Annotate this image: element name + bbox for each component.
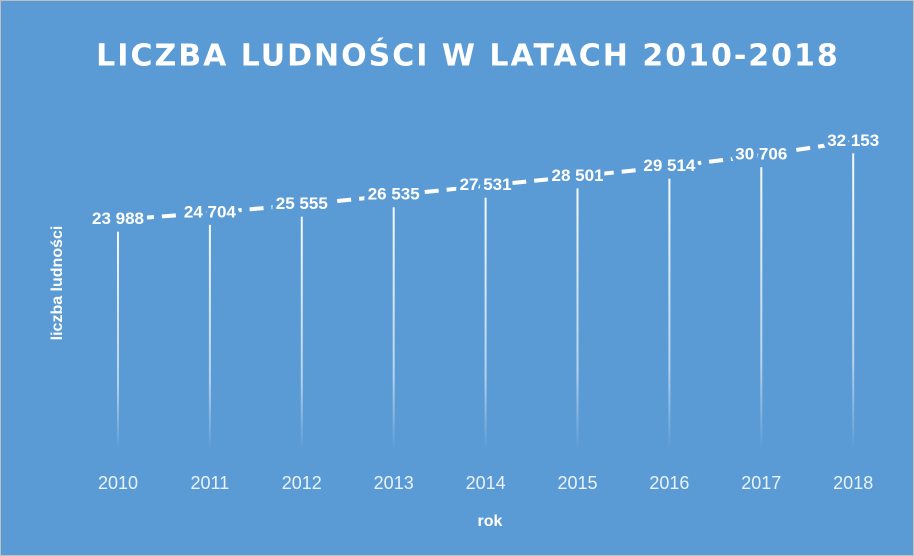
x-tick-label: 2013 <box>374 473 414 493</box>
drop-line <box>576 188 579 451</box>
x-tick-label: 2016 <box>649 473 689 493</box>
data-label: 28 501 <box>552 166 604 185</box>
data-label: 30 706 <box>735 145 787 164</box>
drop-line <box>760 167 763 450</box>
x-tick-label: 2010 <box>98 473 138 493</box>
data-label: 32 153 <box>827 131 879 150</box>
drop-line <box>392 207 395 450</box>
drop-line <box>117 231 119 450</box>
x-tick-label: 2015 <box>557 473 597 493</box>
drop-line <box>484 197 487 450</box>
data-label: 24 704 <box>184 202 237 221</box>
series-line <box>117 139 854 222</box>
chart-title: LICZBA LUDNOŚCI W LATACH 2010-2018 <box>96 37 840 74</box>
drop-line <box>852 153 855 450</box>
x-tick-label: 2012 <box>282 473 322 493</box>
x-tick-label: 2017 <box>741 473 781 493</box>
data-label: 27 531 <box>460 175 512 194</box>
data-label: 25 555 <box>276 194 328 213</box>
drop-line <box>300 216 303 450</box>
x-tick-label: 2014 <box>466 473 506 493</box>
data-label: 23 988 <box>92 209 144 228</box>
data-label: 26 535 <box>368 185 420 204</box>
x-tick-label: 2018 <box>833 473 873 493</box>
y-axis-title: liczba ludności <box>49 226 66 341</box>
x-tick-label: 2011 <box>191 473 230 493</box>
drop-line <box>668 178 671 451</box>
drop-line <box>208 224 211 450</box>
data-label: 29 514 <box>643 156 696 175</box>
x-axis-title: rok <box>478 513 503 530</box>
